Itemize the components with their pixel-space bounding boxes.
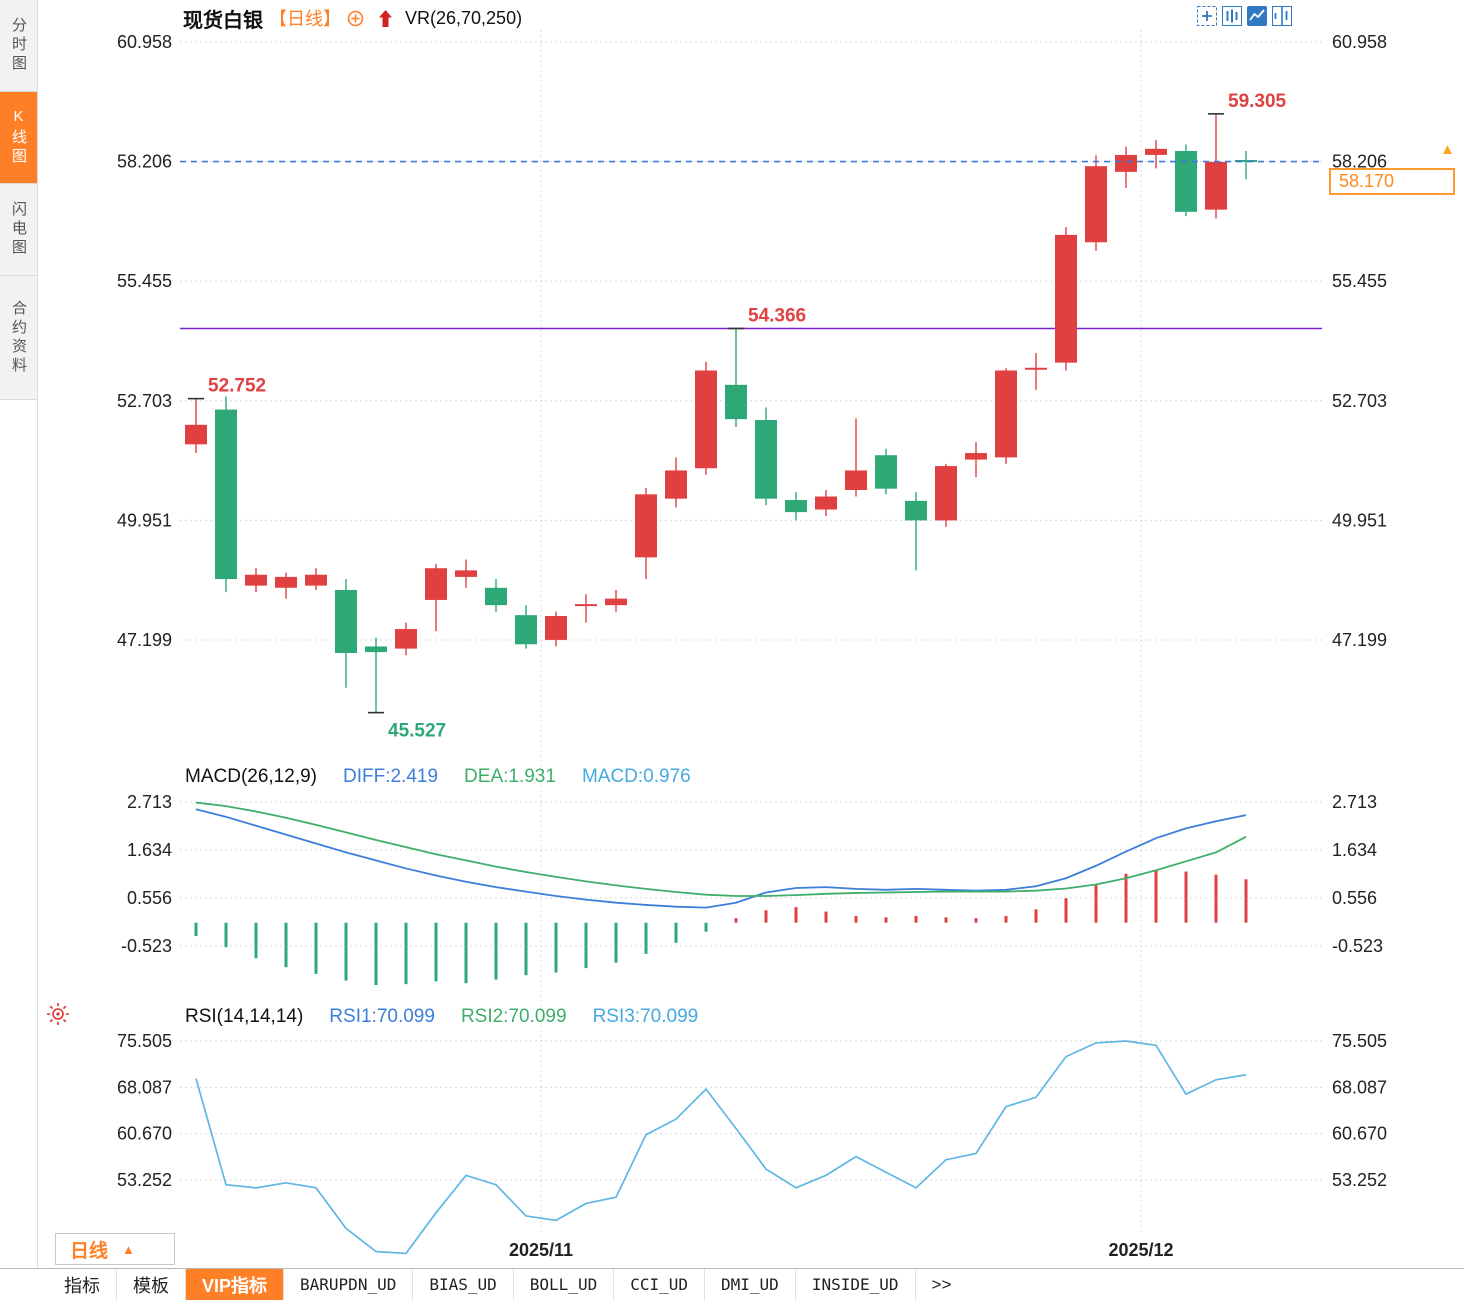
svg-text:0.556: 0.556 xyxy=(1332,888,1377,908)
grid-layer xyxy=(180,30,1322,1232)
svg-text:55.455: 55.455 xyxy=(117,271,172,291)
rsi1-value: RSI1:70.099 xyxy=(329,1006,435,1027)
svg-text:2.713: 2.713 xyxy=(127,792,172,812)
tab-templates[interactable]: 模板 xyxy=(117,1269,186,1300)
svg-text:75.505: 75.505 xyxy=(117,1031,172,1051)
tab-vip-indicators[interactable]: VIP指标 xyxy=(186,1269,285,1300)
svg-text:49.951: 49.951 xyxy=(1332,510,1387,530)
rsi2-value: RSI2:70.099 xyxy=(460,1006,567,1027)
svg-text:54.366: 54.366 xyxy=(748,305,806,326)
macd-name-label: MACD(26,12,9) xyxy=(185,766,317,787)
price-up-marker-icon: ▲ xyxy=(1440,141,1455,158)
time-axis-row: 日线 ▲ 2025/11 2025/12 xyxy=(37,1233,1464,1268)
svg-text:49.951: 49.951 xyxy=(117,510,172,530)
triangle-up-icon: ▲ xyxy=(122,1241,135,1257)
kline-view-icon[interactable] xyxy=(1221,5,1243,27)
current-price-tag: 58.170 xyxy=(1329,168,1455,195)
svg-text:60.670: 60.670 xyxy=(1332,1124,1387,1144)
macd-macd-value: MACD:0.976 xyxy=(581,766,691,787)
split-panes-icon[interactable] xyxy=(1271,5,1293,27)
rsi-panel-header: RSI(14,14,14) RSI1:70.099 RSI2:70.099 RS… xyxy=(185,1006,698,1028)
svg-text:60.958: 60.958 xyxy=(1332,32,1387,52)
sidebar-tab-contract-info[interactable]: 合约资料 xyxy=(0,276,37,400)
indicator-tab-bar: 指标 模板 VIP指标 BARUPDN_UD BIAS_UD BOLL_UD C… xyxy=(0,1268,1464,1300)
svg-text:60.958: 60.958 xyxy=(117,32,172,52)
macd-diff-value: DIFF:2.419 xyxy=(343,766,439,787)
svg-text:1.634: 1.634 xyxy=(1332,840,1377,860)
macd-dea-value: DEA:1.931 xyxy=(464,766,556,787)
x-axis-label-nov: 2025/11 xyxy=(508,1240,574,1260)
tab-cci-ud[interactable]: CCI_UD xyxy=(614,1269,706,1300)
svg-text:75.505: 75.505 xyxy=(1332,1031,1387,1051)
x-axis-label-dec: 2025/12 xyxy=(1108,1240,1174,1260)
annotations-layer: 52.752 45.527 54.366 59.305 xyxy=(188,91,1287,742)
chart-view-active-icon[interactable] xyxy=(1246,5,1268,27)
pan-move-icon[interactable] xyxy=(1196,5,1218,27)
tab-dmi-ud[interactable]: DMI_UD xyxy=(705,1269,796,1300)
period-selector-label: 日线 xyxy=(70,1240,109,1262)
svg-text:47.199: 47.199 xyxy=(1332,630,1387,650)
chart-toolbar xyxy=(1196,5,1293,27)
tab-boll-ud[interactable]: BOLL_UD xyxy=(514,1269,615,1300)
sidebar-tab-lightning[interactable]: 闪电图 xyxy=(0,184,37,276)
tab-more[interactable]: >> xyxy=(931,1274,952,1294)
period-label[interactable]: 【日线】 xyxy=(269,9,341,29)
red-up-arrow-icon xyxy=(378,9,393,28)
chart-header: 现货白银 【日线】 VR(26,70,250) xyxy=(183,5,523,32)
svg-text:68.087: 68.087 xyxy=(1332,1077,1387,1097)
axis-labels-layer: 60.958 60.958 58.206 58.206 55.455 55.455 52.7… xyxy=(117,32,1387,1190)
svg-text:2.713: 2.713 xyxy=(1332,792,1377,812)
svg-text:59.305: 59.305 xyxy=(1228,91,1287,112)
tab-indicators[interactable]: 指标 xyxy=(48,1269,117,1300)
svg-text:-0.523: -0.523 xyxy=(121,936,172,956)
svg-text:0.556: 0.556 xyxy=(127,888,172,908)
svg-text:53.252: 53.252 xyxy=(117,1170,172,1190)
svg-text:53.252: 53.252 xyxy=(1332,1170,1387,1190)
sidebar-tab-timeshare[interactable]: 分时图 xyxy=(0,0,37,92)
svg-text:60.670: 60.670 xyxy=(117,1124,172,1144)
sun-settings-icon[interactable] xyxy=(46,1002,70,1031)
period-selector[interactable]: 日线 ▲ xyxy=(55,1233,175,1265)
candles-layer xyxy=(185,113,1257,713)
svg-text:-0.523: -0.523 xyxy=(1332,936,1383,956)
svg-text:47.199: 47.199 xyxy=(117,630,172,650)
svg-text:55.455: 55.455 xyxy=(1332,271,1387,291)
svg-text:58.206: 58.206 xyxy=(1332,152,1387,172)
circle-plus-icon[interactable] xyxy=(347,10,364,27)
svg-text:52.703: 52.703 xyxy=(117,391,172,411)
rsi-layer xyxy=(195,1040,1247,1255)
tab-bias-ud[interactable]: BIAS_UD xyxy=(413,1269,514,1300)
sidebar-tab-kline[interactable]: K线图 xyxy=(0,92,37,184)
svg-text:1.634: 1.634 xyxy=(127,840,172,860)
svg-text:52.752: 52.752 xyxy=(208,376,266,397)
svg-text:45.527: 45.527 xyxy=(388,721,446,742)
macd-panel-header: MACD(26,12,9) DIFF:2.419 DEA:1.931 MACD:… xyxy=(185,766,691,788)
overlay-indicator-label: VR(26,70,250) xyxy=(405,7,523,28)
tab-barupdn-ud[interactable]: BARUPDN_UD xyxy=(284,1269,414,1300)
tab-inside-ud[interactable]: INSIDE_UD xyxy=(796,1269,916,1300)
svg-text:52.703: 52.703 xyxy=(1332,391,1387,411)
rsi3-value: RSI3:70.099 xyxy=(592,1006,699,1027)
left-sidebar: 分时图 K线图 闪电图 合约资料 xyxy=(0,0,38,1300)
rsi-name-label: RSI(14,14,14) xyxy=(185,1006,304,1027)
svg-text:68.087: 68.087 xyxy=(117,1077,172,1097)
macd-layer xyxy=(194,801,1248,986)
instrument-title: 现货白银 xyxy=(183,9,263,32)
svg-text:58.206: 58.206 xyxy=(117,152,172,172)
